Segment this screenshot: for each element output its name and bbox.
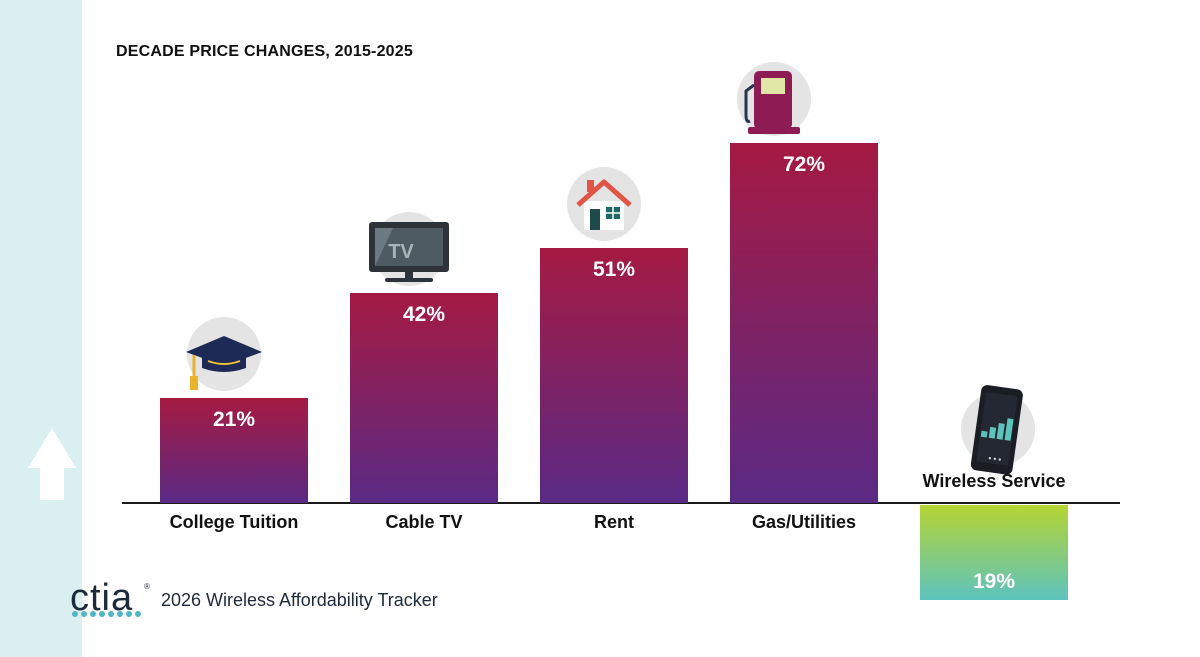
registered-mark: ® <box>144 582 150 591</box>
data-label-wireless-service: 19% <box>973 570 1015 593</box>
graduation-cap-icon <box>186 317 262 391</box>
logo-dots <box>72 611 141 617</box>
ctia-logo: ctia <box>70 577 134 619</box>
bar-wireless-service <box>920 505 1068 600</box>
side-decorative-band-lower <box>0 500 40 657</box>
tracker-caption: 2026 Wireless Affordability Tracker <box>161 590 438 610</box>
bar-college-tuition <box>160 398 308 503</box>
data-label-gas-utilities: 72% <box>783 153 825 176</box>
up-down-arrow-icon <box>26 428 78 572</box>
data-label-cable-tv: 42% <box>403 303 445 326</box>
bar-cable-tv <box>350 293 498 503</box>
category-label-college-tuition: College Tuition <box>170 512 299 532</box>
smartphone-signal-icon <box>961 385 1035 475</box>
bar-gas-utilities <box>730 143 878 503</box>
data-label-college-tuition: 21% <box>213 408 255 431</box>
tv-icon: TV <box>369 212 449 286</box>
gas-pump-icon <box>737 62 811 136</box>
chart-title: DECADE PRICE CHANGES, 2015-2025 <box>116 43 413 60</box>
svg-text:TV: TV <box>388 241 414 263</box>
category-label-wireless-service: Wireless Service <box>923 471 1066 491</box>
bar-rent <box>540 248 688 503</box>
data-label-rent: 51% <box>593 258 635 281</box>
category-label-cable-tv: Cable TV <box>385 512 462 532</box>
house-icon <box>567 167 641 241</box>
category-label-rent: Rent <box>594 512 634 532</box>
category-label-gas-utilities: Gas/Utilities <box>752 512 856 532</box>
